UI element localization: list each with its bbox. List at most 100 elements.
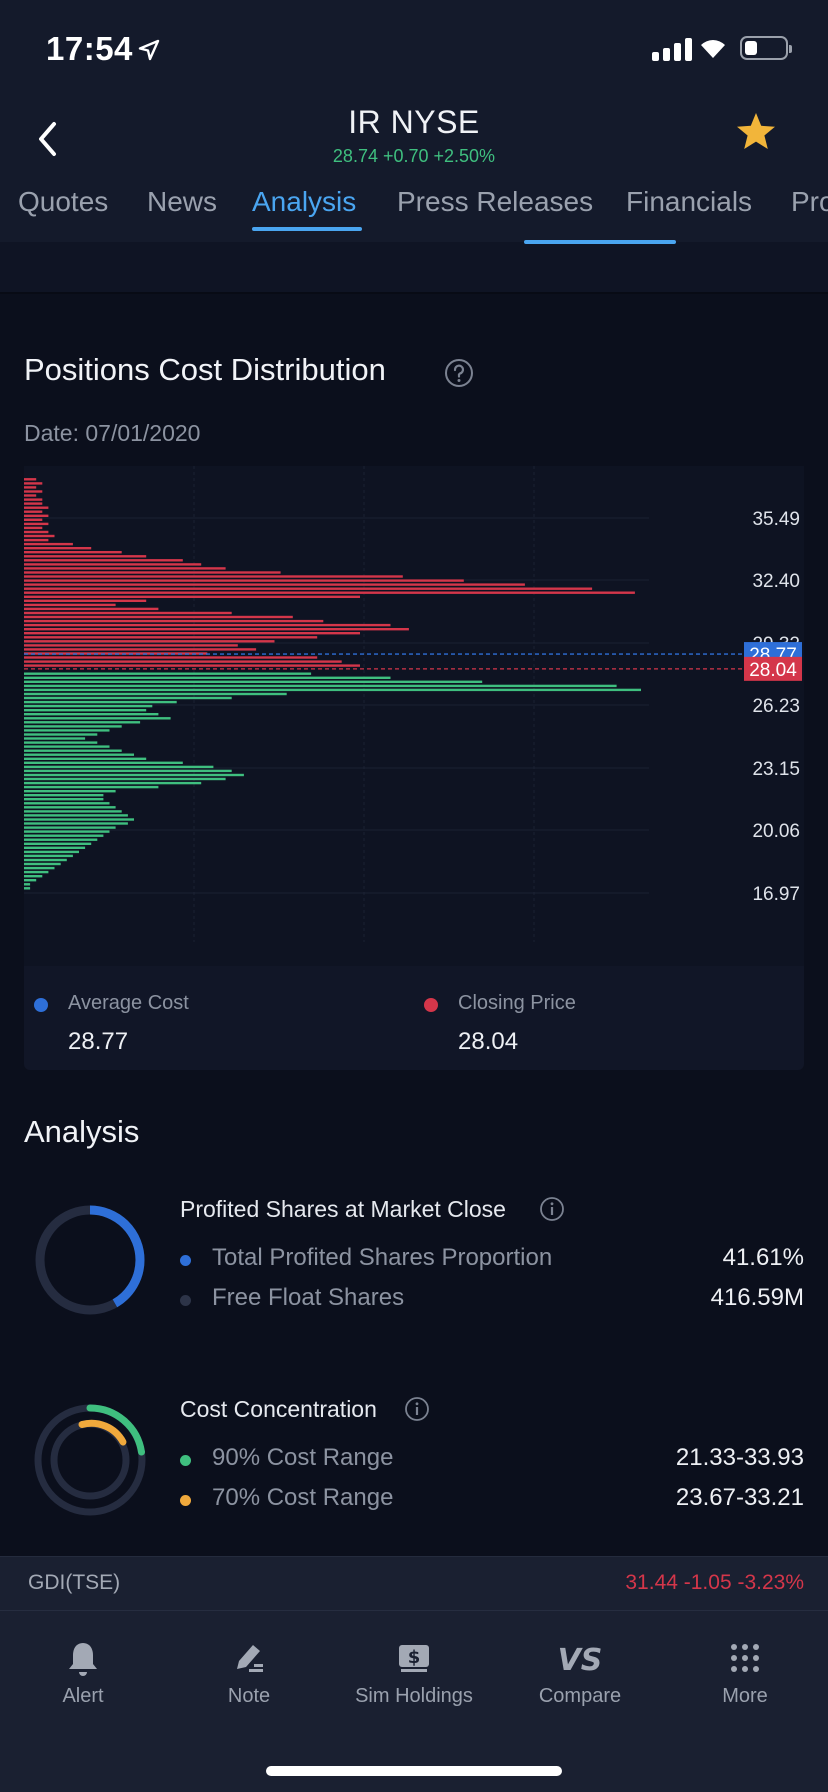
distribution-bar <box>24 599 147 602</box>
y-tick-label: 26.23 <box>752 696 800 717</box>
distribution-bar <box>24 846 86 849</box>
profited-shares-arc <box>35 1205 145 1315</box>
distribution-bar <box>24 494 37 497</box>
distribution-bar <box>24 676 391 679</box>
distribution-bar <box>24 656 318 659</box>
nav-alert[interactable]: Alert <box>0 1639 166 1708</box>
row-label: 90% Cost Range <box>212 1444 394 1471</box>
distribution-bar <box>24 838 98 841</box>
distribution-bar <box>24 887 31 890</box>
distribution-bar <box>24 696 232 700</box>
distribution-bar <box>24 858 67 862</box>
tab-news[interactable]: News <box>147 186 218 217</box>
distribution-bar <box>24 680 483 683</box>
distribution-bar <box>24 502 43 505</box>
profited-info-icon[interactable] <box>539 1196 565 1222</box>
tab-analysis[interactable]: Analysis <box>252 186 357 217</box>
header: IR NYSE 28.74 +0.70 +2.50% Quotes News A… <box>0 96 828 242</box>
profited-shares-donut <box>35 1205 145 1315</box>
distribution-bar <box>24 522 49 526</box>
tab-quotes[interactable]: Quotes <box>18 186 109 217</box>
tab-financials[interactable]: Financials <box>626 186 753 217</box>
distribution-bar <box>24 883 31 886</box>
distribution-bar <box>24 806 116 809</box>
ticker-strip[interactable]: GDI(TSE) 31.44 -1.05 -3.23% <box>0 1556 828 1610</box>
row-value: 41.61% <box>722 1244 804 1271</box>
cost-concentration-title: Cost Concentration <box>180 1396 377 1422</box>
nav-compare[interactable]: VS Compare <box>497 1639 663 1708</box>
distribution-bar <box>24 769 232 773</box>
distribution-bar <box>24 692 287 696</box>
distribution-bar <box>24 490 43 493</box>
distribution-bar <box>24 721 141 724</box>
help-icon[interactable] <box>444 358 474 388</box>
distribution-bar <box>24 660 342 663</box>
status-time: 17:54 <box>46 30 133 67</box>
range-70-arc <box>78 1419 127 1446</box>
nav-more[interactable]: More <box>662 1639 828 1708</box>
svg-text:VS: VS <box>558 1643 603 1678</box>
distribution-bar <box>24 559 183 562</box>
status-bar: 17:54 <box>0 0 828 96</box>
tab-profile[interactable]: Pro <box>791 186 828 217</box>
distribution-bar <box>24 664 360 667</box>
distribution-bar <box>24 648 257 651</box>
distribution-bar <box>24 798 104 801</box>
closing-price-dot <box>424 998 438 1012</box>
row-label: Total Profited Shares Proportion <box>212 1244 553 1271</box>
dollar-icon: $ <box>399 1645 429 1672</box>
row-value: 23.67-33.21 <box>675 1484 804 1511</box>
distribution-bar <box>24 850 79 854</box>
distribution-bar <box>24 745 110 748</box>
subtab-scroll-indicator <box>524 240 676 244</box>
favorite-star-icon[interactable] <box>734 110 778 154</box>
tab-press-releases[interactable]: Press Releases <box>397 186 594 217</box>
distribution-bar <box>24 700 177 704</box>
concentration-info-icon[interactable] <box>404 1396 430 1422</box>
distribution-bar <box>24 842 92 845</box>
distribution-bar <box>24 632 360 635</box>
distribution-bar <box>24 785 159 789</box>
analysis-title: Analysis <box>24 1114 140 1149</box>
row-value: 416.59M <box>710 1284 804 1311</box>
distribution-bar <box>24 534 55 538</box>
back-chevron-icon[interactable] <box>30 114 66 164</box>
distribution-bar <box>24 822 128 825</box>
row-value: 21.33-33.93 <box>675 1444 804 1471</box>
distribution-bar <box>24 737 86 740</box>
distribution-bar <box>24 603 116 607</box>
nav-sim-holdings[interactable]: $ Sim Holdings <box>331 1639 497 1708</box>
row-dot <box>180 1255 191 1266</box>
range-90-arc <box>86 1404 145 1456</box>
closing-price-badge <box>744 656 802 681</box>
distribution-bar <box>24 879 37 882</box>
distribution-bar <box>24 749 122 752</box>
distribution-bar <box>24 587 593 590</box>
distribution-bar <box>24 640 275 643</box>
nav-note[interactable]: Note <box>166 1639 332 1708</box>
home-indicator <box>266 1766 562 1776</box>
grid-icon <box>731 1644 759 1672</box>
distribution-bar <box>24 619 324 623</box>
row-dot <box>180 1495 191 1506</box>
closing-price-label: Closing Price <box>458 992 576 1014</box>
distribution-bar <box>24 571 281 574</box>
distribution-bar <box>24 834 104 837</box>
y-tick-label: 32.40 <box>752 571 800 592</box>
distribution-bar <box>24 611 232 615</box>
distribution-bar <box>24 526 43 530</box>
distribution-bar <box>24 506 49 509</box>
distribution-bar <box>24 761 183 764</box>
distribution-bar <box>24 583 525 586</box>
distribution-bar <box>24 555 147 558</box>
nav-label: More <box>722 1685 768 1707</box>
distribution-bar <box>24 733 98 736</box>
distribution-bar <box>24 563 202 566</box>
nav-label: Compare <box>538 1685 622 1707</box>
distribution-bar <box>24 814 128 817</box>
distribution-bar <box>24 777 226 781</box>
y-tick-label: 35.49 <box>752 509 800 530</box>
distribution-bar <box>24 510 43 513</box>
distribution-bar <box>24 781 202 785</box>
distribution-bar <box>24 866 55 870</box>
